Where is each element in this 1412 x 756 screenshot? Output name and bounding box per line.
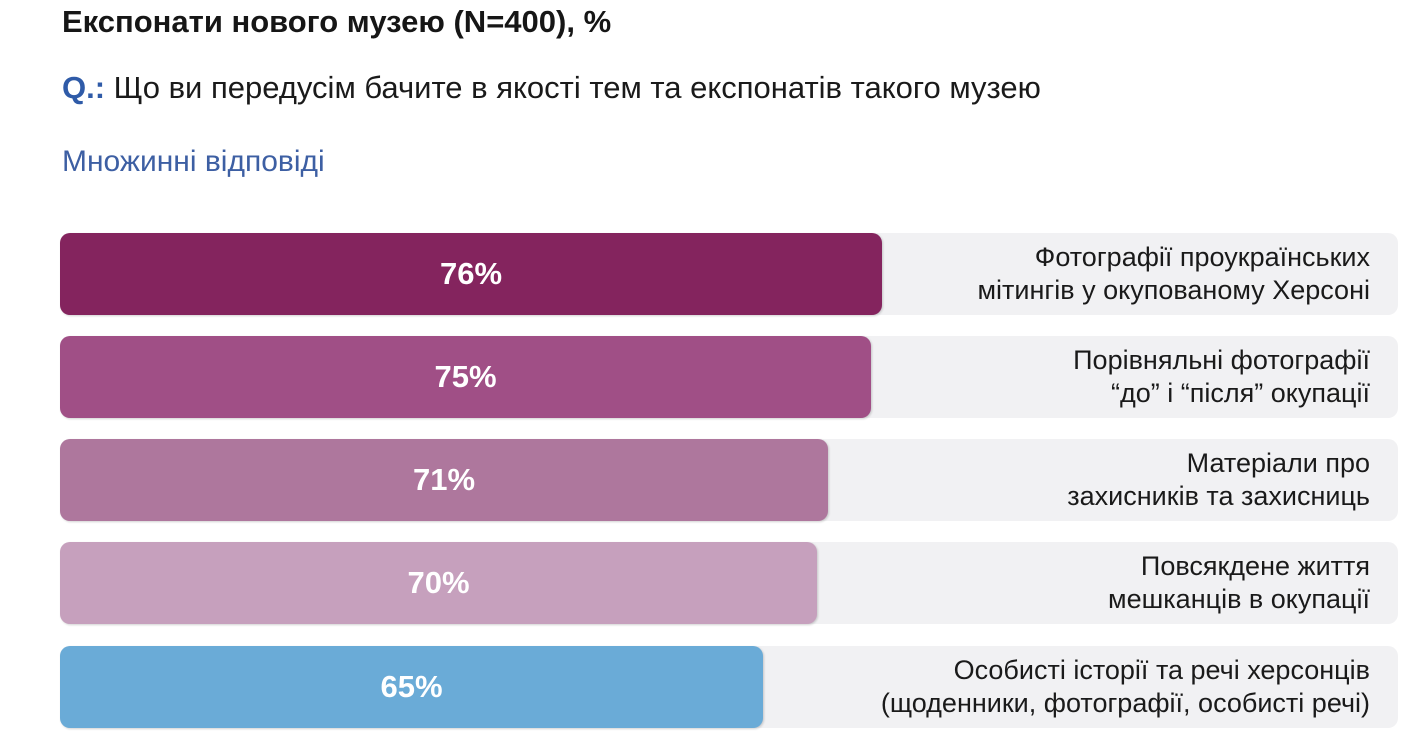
bar-5: 65% xyxy=(60,646,763,728)
bar-row-5: 65% Особисті історії та речі херсонців (що… xyxy=(60,646,1398,728)
bar-4: 70% xyxy=(60,542,817,624)
question-line: Q.: Що ви передусім бачите в якості тем … xyxy=(62,70,1041,106)
bar-row-2: 75% Порівняльні фотографії “до” і “після” … xyxy=(60,336,1398,418)
bar-value-label-5: 65% xyxy=(380,669,443,704)
bar-row-3: 71% Матеріали про захисників та захисниць xyxy=(60,439,1398,521)
category-label-line-2-1: Порівняльні фотографії xyxy=(1073,345,1370,375)
bar-1: 76% xyxy=(60,233,882,315)
bar-value-label-2: 75% xyxy=(434,359,497,394)
category-label-line-3-1: Матеріали про xyxy=(1186,448,1370,478)
chart-subtitle: Множинні відповіді xyxy=(62,145,325,178)
category-label-line-4-1: Повсякдене життя xyxy=(1140,551,1370,581)
chart-title: Експонати нового музею (N=400), % xyxy=(62,4,612,39)
category-label-line-2-2: “до” і “після” окупації xyxy=(1111,378,1370,408)
category-label-line-5-1: Особисті історії та речі херсонців xyxy=(953,655,1370,685)
category-label-line-1-1: Фотографії проукраїнських xyxy=(1034,242,1370,272)
bar-value-label-1: 76% xyxy=(439,256,503,291)
bar-value-label-3: 71% xyxy=(412,462,476,497)
category-label-3: Матеріали про захисників та захисниць xyxy=(1067,439,1370,521)
question-text: Що ви передусім бачите в якості тем та е… xyxy=(105,70,1041,105)
bar-row-4: 70% Повсякдене життя мешканців в окупації xyxy=(60,542,1398,624)
category-label-1: Фотографії проукраїнських мітингів у окуп… xyxy=(977,233,1370,315)
category-label-5: Особисті історії та речі херсонців (щоден… xyxy=(881,646,1370,728)
category-label-2: Порівняльні фотографії “до” і “після” оку… xyxy=(1073,336,1370,418)
category-label-line-5-2: (щоденники, фотографії, особисті речі) xyxy=(880,688,1370,718)
category-label-line-3-2: захисників та захисниць xyxy=(1067,481,1370,511)
bar-row-1: 76% Фотографії проукраїнських мітингів у о… xyxy=(60,233,1398,315)
question-label: Q.: xyxy=(62,70,106,105)
category-label-line-1-2: мітингів у окупованому Херсоні xyxy=(977,275,1370,305)
bar-3: 71% xyxy=(60,439,828,521)
category-label-line-4-2: мешканців в окупації xyxy=(1108,584,1370,614)
bar-2: 75% xyxy=(60,336,871,418)
category-label-4: Повсякдене життя мешканців в окупації xyxy=(1108,542,1370,624)
bar-value-label-4: 70% xyxy=(407,565,470,600)
